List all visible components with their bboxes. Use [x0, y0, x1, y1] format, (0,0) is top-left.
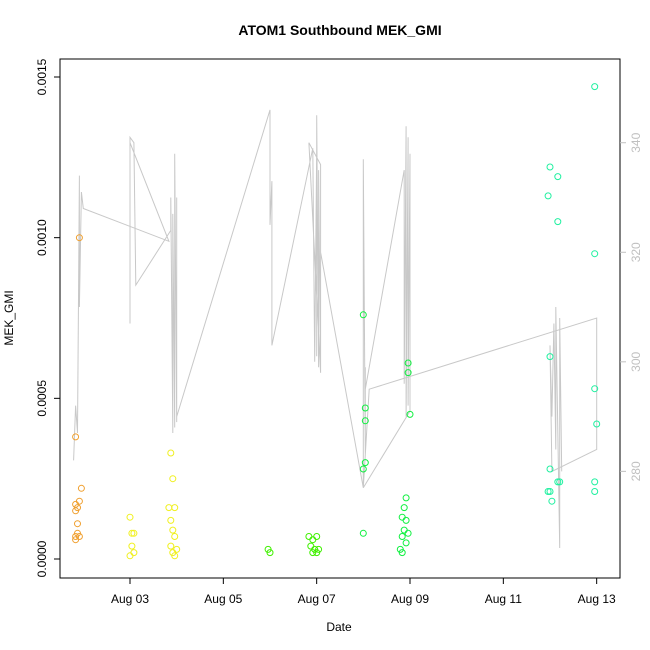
- scatter-point: [591, 478, 599, 486]
- y2-tick-label: 320: [629, 242, 643, 262]
- scatter-point: [75, 497, 83, 505]
- scatter-point: [171, 533, 179, 540]
- scatter-point: [75, 533, 83, 540]
- scatter-point: [169, 475, 177, 483]
- scatter-point: [554, 218, 562, 226]
- scatter-point: [126, 513, 134, 521]
- scatter-point: [361, 417, 369, 425]
- scatter-point: [398, 513, 406, 521]
- y-tick-label: 0.0015: [35, 58, 49, 95]
- scatter-point: [171, 552, 179, 560]
- plot-area: [72, 83, 601, 560]
- x-tick-label: Aug 07: [298, 592, 336, 606]
- x-axis-label: Date: [326, 620, 352, 634]
- x-tick-label: Aug 09: [391, 592, 429, 606]
- scatter-point: [313, 533, 321, 540]
- scatter-point: [75, 234, 83, 242]
- x-tick-label: Aug 05: [204, 592, 242, 606]
- scatter-point: [266, 549, 274, 557]
- y-tick-label: 0.0010: [35, 219, 49, 256]
- scatter-point: [402, 539, 410, 547]
- y-axis-label: MEK_GMI: [2, 290, 16, 345]
- scatter-point: [398, 549, 406, 557]
- scatter-point: [546, 488, 554, 495]
- scatter-point: [554, 173, 562, 181]
- y2-tick-label: 280: [629, 461, 643, 481]
- y2-tick-label: 300: [629, 351, 643, 371]
- y-tick-label: 0.0000: [35, 540, 49, 577]
- y2-tick-label: 340: [629, 132, 643, 152]
- y-tick-label: 0.0005: [35, 380, 49, 417]
- y-axis: 0.0000 0.0005 0.0010 0.0015: [35, 58, 60, 577]
- x-tick-label: Aug 11: [485, 592, 522, 606]
- temperature-line: [73, 109, 598, 549]
- scatter-point: [167, 449, 175, 457]
- scatter-point: [361, 459, 369, 467]
- x-tick-label: Aug 03: [111, 592, 149, 606]
- scatter-point: [546, 353, 554, 361]
- scatter-point: [74, 520, 81, 528]
- scatter-point: [305, 533, 313, 540]
- scatter-point: [548, 497, 556, 505]
- scatter-point: [544, 488, 552, 495]
- scatter-point: [315, 545, 323, 553]
- plot-frame: [59, 58, 621, 579]
- scatter-point: [72, 433, 80, 441]
- scatter-point: [128, 529, 136, 537]
- scatter-point: [173, 545, 181, 553]
- scatter-point: [554, 478, 562, 486]
- scatter-point: [546, 163, 554, 171]
- scatter-point: [404, 359, 412, 367]
- scatter-point: [400, 526, 408, 534]
- scatter-point: [126, 552, 134, 560]
- scatter-point: [402, 516, 410, 524]
- scatter-point: [359, 311, 367, 319]
- scatter-point: [309, 536, 317, 544]
- scatter-point: [398, 533, 406, 540]
- scatter-point: [167, 516, 175, 524]
- scatter-point: [546, 465, 554, 473]
- scatter-point: [77, 484, 85, 492]
- scatter-point: [72, 533, 80, 540]
- scatter-point: [307, 542, 315, 550]
- scatter-point: [165, 504, 173, 512]
- scatter-point: [400, 504, 408, 512]
- scatter-point: [359, 465, 367, 473]
- scatter-point: [130, 529, 138, 537]
- scatter-point: [593, 420, 601, 428]
- x-axis: Aug 03 Aug 05 Aug 07 Aug 09 Aug 11 Aug 13: [111, 578, 616, 606]
- scatter-point: [556, 478, 564, 486]
- scatter-point: [406, 410, 414, 418]
- y2-axis: 280 300 320 340: [620, 132, 643, 481]
- scatter-point: [72, 507, 80, 515]
- scatter-point: [171, 504, 179, 512]
- scatter-point: [169, 526, 177, 534]
- scatter-point: [359, 529, 367, 537]
- scatter-point: [361, 404, 369, 412]
- scatter-point: [591, 83, 599, 91]
- scatter-point: [591, 385, 599, 393]
- scatter-point: [404, 529, 412, 537]
- chart-title: ATOM1 Southbound MEK_GMI: [238, 22, 441, 38]
- scatter-point: [128, 542, 136, 550]
- scatter-point: [402, 494, 410, 502]
- scatter-point: [167, 542, 175, 550]
- scatter-point: [130, 549, 138, 557]
- scatter-point: [544, 192, 552, 200]
- scatter-point: [404, 369, 412, 377]
- scatter-point: [591, 488, 599, 495]
- scatter-point: [591, 250, 599, 258]
- x-tick-label: Aug 13: [578, 592, 616, 606]
